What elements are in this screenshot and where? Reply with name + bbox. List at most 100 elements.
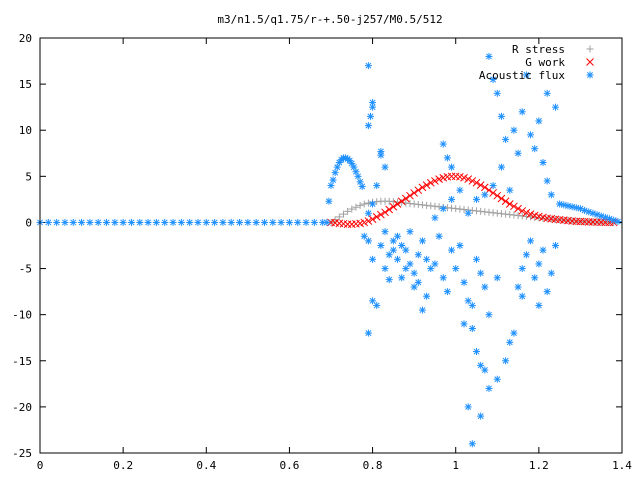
point-acoustic-flux (443, 288, 451, 296)
point-acoustic-flux (364, 237, 372, 245)
data-marks (36, 52, 622, 448)
point-acoustic-flux (366, 112, 374, 120)
point-r-stress (356, 201, 364, 209)
point-acoustic-flux (464, 209, 472, 217)
legend-marker-g-work (586, 58, 594, 66)
point-acoustic-flux (364, 209, 372, 217)
point-acoustic-flux (460, 278, 468, 286)
point-acoustic-flux (435, 232, 443, 240)
point-acoustic-flux (439, 140, 447, 148)
point-acoustic-flux (161, 218, 169, 226)
point-acoustic-flux (477, 361, 485, 369)
point-acoustic-flux (543, 89, 551, 97)
x-tick-label: 0.2 (113, 459, 133, 472)
point-acoustic-flux (514, 149, 522, 157)
point-acoustic-flux (369, 200, 377, 208)
point-acoustic-flux (481, 191, 489, 199)
point-g-work (385, 205, 394, 214)
point-acoustic-flux (464, 403, 472, 411)
point-acoustic-flux (448, 246, 456, 254)
point-acoustic-flux (381, 228, 389, 236)
point-acoustic-flux (414, 278, 422, 286)
point-acoustic-flux (78, 218, 86, 226)
point-g-work (447, 172, 456, 181)
point-acoustic-flux (506, 186, 514, 194)
point-acoustic-flux (502, 357, 510, 365)
point-acoustic-flux (564, 202, 572, 210)
point-acoustic-flux (61, 218, 69, 226)
point-acoustic-flux (514, 283, 522, 291)
point-g-work (414, 186, 423, 195)
series-acoustic-flux (36, 52, 622, 448)
point-acoustic-flux (186, 218, 194, 226)
point-acoustic-flux (385, 276, 393, 284)
point-acoustic-flux (294, 218, 302, 226)
point-acoustic-flux (535, 260, 543, 268)
point-acoustic-flux (468, 325, 476, 332)
point-acoustic-flux (551, 242, 559, 249)
legend-marker-r-stress (586, 45, 594, 53)
legend-label-acoustic-flux: Acoustic flux (479, 69, 565, 82)
point-acoustic-flux (448, 195, 456, 203)
point-acoustic-flux (53, 218, 61, 226)
point-acoustic-flux (119, 218, 127, 226)
point-acoustic-flux (502, 135, 510, 143)
point-acoustic-flux (373, 301, 381, 309)
point-acoustic-flux (252, 218, 260, 226)
point-acoustic-flux (369, 99, 377, 107)
point-g-work (406, 191, 414, 200)
point-g-work (460, 173, 468, 182)
point-acoustic-flux (527, 237, 535, 245)
point-g-work (505, 200, 514, 208)
point-acoustic-flux (468, 440, 476, 448)
point-g-work (522, 208, 531, 217)
point-acoustic-flux (477, 412, 485, 420)
x-tick-label: 1.2 (529, 459, 549, 472)
point-acoustic-flux (510, 329, 518, 337)
point-acoustic-flux (406, 260, 414, 268)
point-acoustic-flux (485, 311, 493, 319)
chart-title: m3/n1.5/q1.75/r-+.50-j257/M0.5/512 (217, 13, 442, 26)
point-g-work (343, 220, 352, 229)
point-acoustic-flux (431, 214, 439, 222)
point-g-work (393, 200, 402, 208)
point-g-work (435, 175, 443, 183)
point-acoustic-flux (333, 163, 341, 171)
point-g-work (472, 178, 481, 187)
point-acoustic-flux (194, 218, 202, 226)
point-acoustic-flux (456, 186, 464, 194)
y-tick-label: -15 (12, 355, 32, 368)
point-g-work (381, 208, 389, 217)
point-acoustic-flux (539, 246, 547, 254)
point-acoustic-flux (219, 218, 227, 226)
point-g-work (368, 215, 377, 224)
point-acoustic-flux (497, 163, 505, 171)
point-g-work (501, 197, 510, 206)
point-g-work (389, 202, 398, 211)
point-acoustic-flux (394, 232, 402, 240)
point-acoustic-flux (452, 265, 460, 273)
point-g-work (468, 177, 477, 185)
point-acoustic-flux (410, 283, 418, 291)
point-acoustic-flux (364, 62, 372, 70)
point-acoustic-flux (518, 292, 526, 300)
point-g-work (364, 217, 373, 225)
point-acoustic-flux (506, 338, 514, 346)
point-acoustic-flux (364, 329, 372, 337)
point-acoustic-flux (481, 366, 489, 374)
point-acoustic-flux (381, 265, 389, 273)
y-tick-label: -20 (12, 401, 32, 414)
point-acoustic-flux (369, 255, 377, 263)
point-acoustic-flux (510, 126, 518, 134)
point-acoustic-flux (535, 301, 543, 309)
point-g-work (418, 183, 427, 192)
point-g-work (480, 183, 489, 192)
point-g-work (510, 202, 518, 211)
point-acoustic-flux (456, 242, 464, 249)
point-acoustic-flux (381, 163, 389, 171)
point-acoustic-flux (327, 182, 335, 190)
point-g-work (526, 210, 535, 218)
point-r-stress (335, 213, 343, 221)
legend-label-r-stress: R stress (512, 43, 565, 56)
